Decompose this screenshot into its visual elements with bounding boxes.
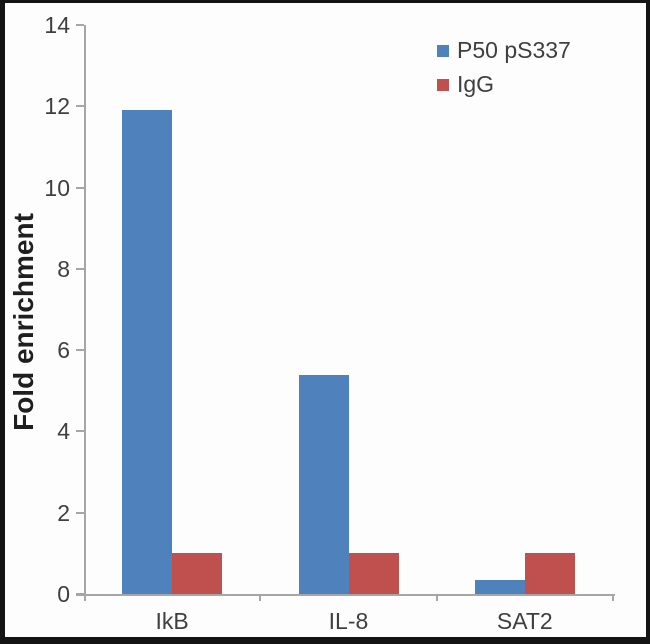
legend: P50 pS337 IgG bbox=[437, 37, 571, 97]
category-label: SAT2 bbox=[496, 608, 553, 634]
y-tick-label: 4 bbox=[57, 418, 70, 445]
y-tick-label: 6 bbox=[57, 337, 70, 364]
x-tick bbox=[435, 594, 438, 601]
x-tick bbox=[259, 594, 262, 601]
x-axis-line bbox=[76, 594, 615, 596]
legend-label: P50 pS337 bbox=[457, 37, 571, 63]
legend-item: P50 pS337 bbox=[437, 37, 571, 63]
category-label: IL-8 bbox=[328, 608, 369, 634]
legend-swatch-icon bbox=[437, 44, 449, 57]
legend-swatch-icon bbox=[437, 78, 449, 91]
bar-igg-sat2 bbox=[525, 553, 575, 594]
y-tick-label: 0 bbox=[57, 581, 70, 607]
y-axis-title: Fold enrichment bbox=[8, 213, 39, 431]
y-tick bbox=[76, 511, 84, 514]
y-tick-label: 8 bbox=[57, 255, 70, 282]
y-tick bbox=[76, 349, 84, 352]
y-tick bbox=[76, 24, 84, 26]
y-tick-label: 2 bbox=[57, 499, 70, 526]
bar-p50-ps337-sat2 bbox=[475, 580, 525, 594]
y-tick-label: 12 bbox=[44, 93, 70, 120]
category-label: IkB bbox=[155, 608, 189, 634]
legend-label: IgG bbox=[457, 71, 495, 97]
bar-p50-ps337-ikb bbox=[122, 110, 172, 594]
y-tick bbox=[76, 430, 84, 433]
legend-item: IgG bbox=[437, 71, 571, 97]
bar-igg-il-8 bbox=[349, 553, 399, 594]
x-tick bbox=[612, 594, 614, 601]
y-tick bbox=[76, 186, 84, 189]
y-tick-label: 10 bbox=[44, 174, 70, 201]
bar-p50-ps337-il-8 bbox=[299, 375, 349, 594]
y-tick-label: 14 bbox=[44, 12, 70, 38]
bar-igg-ikb bbox=[172, 553, 222, 594]
y-tick bbox=[76, 267, 84, 270]
y-tick bbox=[76, 105, 84, 108]
y-axis-line bbox=[84, 25, 86, 601]
y-tick bbox=[76, 593, 84, 595]
